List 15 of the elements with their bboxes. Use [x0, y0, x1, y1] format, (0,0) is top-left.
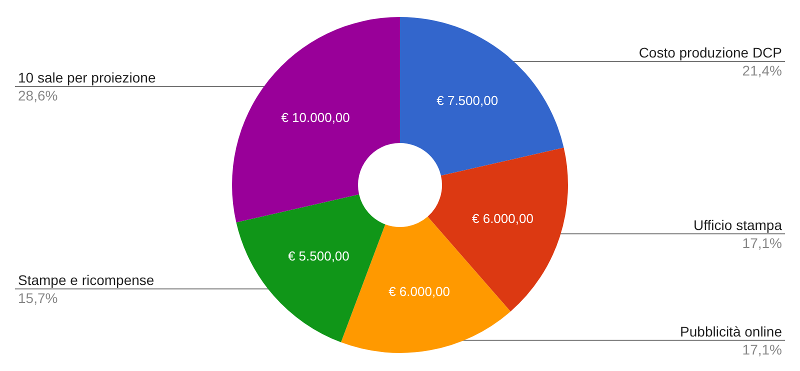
slice-label: Pubblicità online [680, 323, 782, 340]
text: 28,6% [18, 88, 58, 104]
text: 15,7% [18, 290, 58, 306]
slice-label: Stampe e ricompense [18, 272, 154, 288]
text: 17,1% [742, 234, 782, 251]
text: 17,1% [742, 341, 782, 358]
data-label: € 5.500,00 [288, 248, 350, 264]
slice-label: Costo produzione DCP [638, 44, 782, 61]
data-label: € 6.000,00 [388, 284, 450, 299]
slice-label: 10 sale per proiezione [18, 70, 156, 86]
data-label: € 7.500,00 [436, 93, 498, 108]
text: 21,4% [742, 62, 782, 79]
data-label: € 6.000,00 [472, 210, 534, 226]
slice-label: Ufficio stampa [694, 216, 782, 233]
data-label: € 10.000,00 [281, 110, 350, 126]
